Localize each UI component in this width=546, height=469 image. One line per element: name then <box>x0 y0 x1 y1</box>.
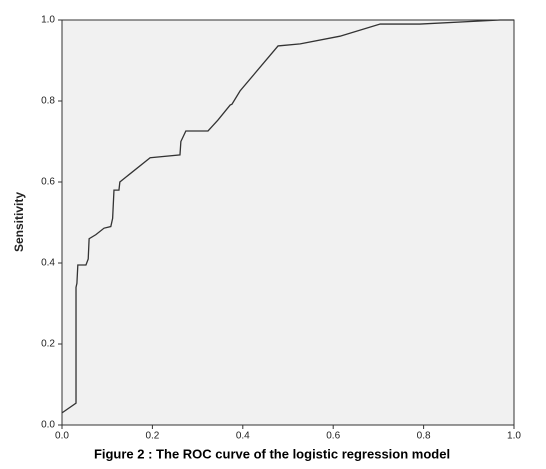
x-tick-label: 0.0 <box>55 431 69 442</box>
x-tick-label: 0.4 <box>236 431 250 442</box>
y-tick-label: 1.0 <box>41 15 55 26</box>
y-tick-label: 0.0 <box>41 420 55 431</box>
y-tick-label: 0.4 <box>41 258 55 269</box>
y-axis-label: Sensitivity <box>12 192 26 252</box>
roc-line <box>61 19 514 414</box>
y-tick-label: 0.8 <box>41 96 55 107</box>
y-tick-label: 0.6 <box>41 177 55 188</box>
plot-area <box>61 19 515 426</box>
x-tick-label: 1.0 <box>507 431 521 442</box>
y-tick-label: 0.2 <box>41 339 55 350</box>
x-tick-label: 0.2 <box>145 431 159 442</box>
x-tick-label: 0.8 <box>417 431 431 442</box>
chart-title: Figure 2 : The ROC curve of the logistic… <box>94 446 450 461</box>
x-tick-label: 0.6 <box>326 431 340 442</box>
